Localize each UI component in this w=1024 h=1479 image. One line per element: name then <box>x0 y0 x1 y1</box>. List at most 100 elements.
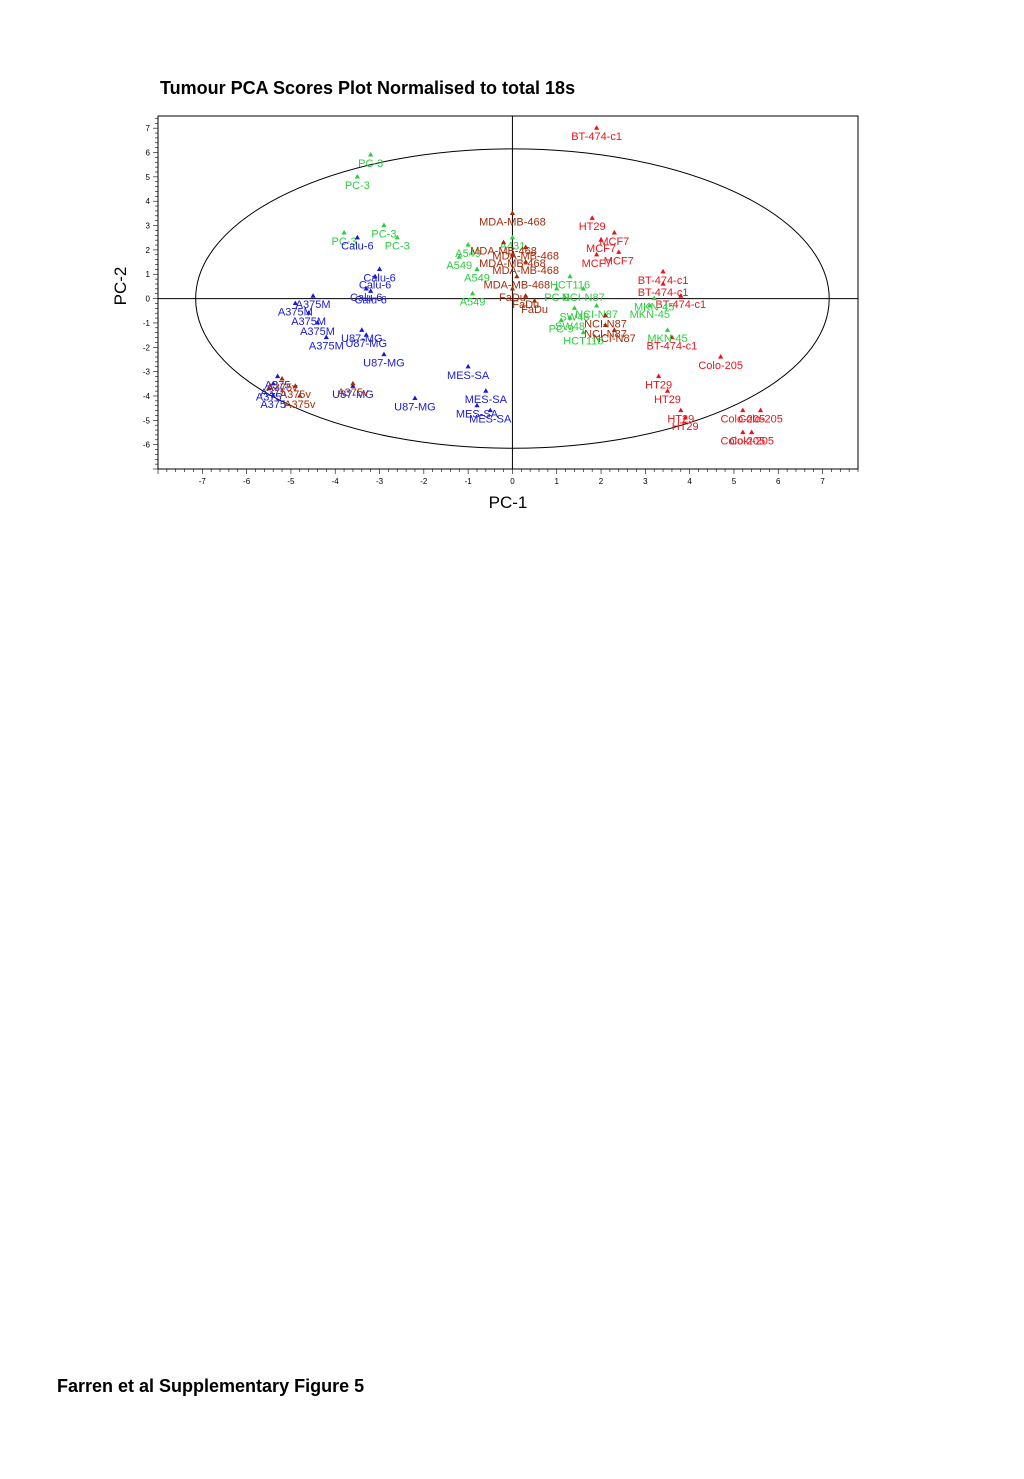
score-point-label: NCI-N87 <box>562 292 605 304</box>
pca-scores-plot: -7 -6 -5 -4 -3 -2 -1 0 1 2 3 4 5 6 7 -6 -5 -4 -3 -2 -1 0 1 2 3 4… <box>111 115 859 512</box>
score-point-marker <box>594 125 600 130</box>
score-point-label: A431 <box>500 241 526 253</box>
y-axis-ticks: -6 -5 -4 -3 -2 -1 0 1 2 3 4 5 6 7 <box>143 118 158 470</box>
score-point-marker <box>523 293 529 298</box>
score-point-label: MCF7 <box>599 236 629 248</box>
score-point-label: MCF7 <box>604 255 634 267</box>
footer-caption: Farren et al Supplementary Figure 5 <box>57 1376 365 1396</box>
score-point-marker <box>740 429 746 435</box>
score-point-label: MCF7 <box>582 258 612 270</box>
score-point-marker <box>376 266 383 271</box>
score-point-marker <box>368 151 374 157</box>
score-point-marker <box>554 285 560 291</box>
score-point-label: MCF7 <box>586 243 616 255</box>
score-point-marker <box>567 273 573 279</box>
score-point-marker <box>558 317 564 323</box>
score-point-label: BT-474-c1 <box>571 131 622 143</box>
score-point-marker <box>523 244 529 250</box>
score-point-label: Colo-205 <box>698 360 743 372</box>
score-point-label: U87-MG <box>394 401 436 413</box>
score-point-marker <box>469 290 476 296</box>
score-point-marker <box>509 234 516 240</box>
score-point-marker <box>611 327 617 332</box>
score-point-marker <box>474 402 480 408</box>
score-point-label: Colo-205 <box>738 414 783 426</box>
y-tick-label: -3 <box>143 368 151 377</box>
x-tick-label: -7 <box>199 477 207 486</box>
score-point-marker <box>279 375 285 381</box>
score-point-marker <box>292 300 298 306</box>
score-point-marker <box>270 380 276 386</box>
score-point-label: A375M <box>278 306 313 318</box>
score-point-label: MKN-45 <box>630 309 670 321</box>
x-axis-ticks: -7 -6 -5 -4 -3 -2 -1 0 1 2 3 4 5 6 7 <box>157 469 859 486</box>
score-point-label: PC-9 <box>544 292 569 304</box>
score-point-label: MDA-MB-468 <box>479 216 546 228</box>
score-point-label: U87-MG <box>345 338 387 350</box>
score-point-marker <box>487 407 493 413</box>
score-point-marker <box>500 239 507 245</box>
score-point-label: A375M <box>309 341 344 353</box>
score-point-marker <box>589 215 595 220</box>
score-point-label: A375v <box>284 399 316 411</box>
y-tick-label: -6 <box>143 441 151 450</box>
score-point-label: NCI-N87 <box>575 309 618 321</box>
score-point-label: A549 <box>446 260 472 272</box>
score-point-marker <box>664 388 671 393</box>
score-point-marker <box>660 268 666 274</box>
score-point-marker <box>372 273 378 279</box>
score-point-marker <box>740 407 746 413</box>
score-point-label: PC-9 <box>549 323 574 335</box>
score-point-label: MDA-MB-468 <box>479 258 546 270</box>
x-tick-label: -2 <box>420 477 428 486</box>
score-point-marker <box>567 315 573 320</box>
score-point-label: SW48 <box>555 321 585 333</box>
score-point-label: A549 <box>455 248 481 260</box>
score-point-label: Colo-205 <box>720 414 765 426</box>
y-tick-label: 3 <box>146 222 151 231</box>
score-point-label: A549 <box>460 297 486 309</box>
x-tick-label: 3 <box>643 477 648 486</box>
score-point-marker <box>359 327 365 332</box>
score-point-label: A375 <box>265 379 291 391</box>
x-tick-label: 4 <box>687 477 692 486</box>
x-tick-label: 2 <box>599 477 604 486</box>
x-tick-label: -1 <box>465 477 473 486</box>
score-point-label: MDA-MB-468 <box>492 250 559 262</box>
score-point-label: MES-SA <box>469 414 512 426</box>
score-point-marker <box>678 407 684 413</box>
score-point-label: PC-3 <box>332 236 357 248</box>
score-point-label: A549 <box>464 272 490 284</box>
score-point-marker <box>602 322 609 327</box>
score-point-marker <box>412 395 418 400</box>
score-point-label: NCI-N87 <box>593 333 636 345</box>
score-point-label: MDA-MB-468 <box>492 265 559 277</box>
x-tick-label: 5 <box>732 477 737 486</box>
score-point-marker <box>580 329 586 335</box>
y-tick-label: -5 <box>143 416 151 425</box>
score-point-label: BT-474-c1 <box>647 341 698 353</box>
score-point-label: BT-474-c1 <box>655 299 706 311</box>
score-point-marker <box>514 273 520 279</box>
y-axis-title: PC-2 <box>111 267 130 306</box>
score-point-label: HT29 <box>654 394 681 406</box>
score-point-marker <box>306 310 312 315</box>
x-tick-label: 0 <box>510 477 515 486</box>
score-point-label: HT29 <box>645 379 672 391</box>
score-point-label: A375v <box>337 387 369 399</box>
score-point-label: BT-474-c1 <box>638 275 689 287</box>
score-point-marker <box>602 312 609 318</box>
score-point-marker <box>363 285 369 291</box>
y-tick-label: -4 <box>143 392 151 401</box>
score-point-marker <box>594 251 600 257</box>
score-point-label: A375M <box>296 299 331 311</box>
score-point-marker <box>651 295 657 301</box>
score-point-marker <box>509 251 516 257</box>
score-point-label: A375v <box>266 382 298 394</box>
score-point-marker <box>656 373 662 379</box>
x-tick-label: -3 <box>376 477 384 486</box>
score-point-label: PC-3 <box>385 241 410 253</box>
score-point-label: A375v <box>280 389 312 401</box>
score-point-label: Calu-6 <box>363 272 395 284</box>
score-point-label: Calu-6 <box>359 280 391 292</box>
